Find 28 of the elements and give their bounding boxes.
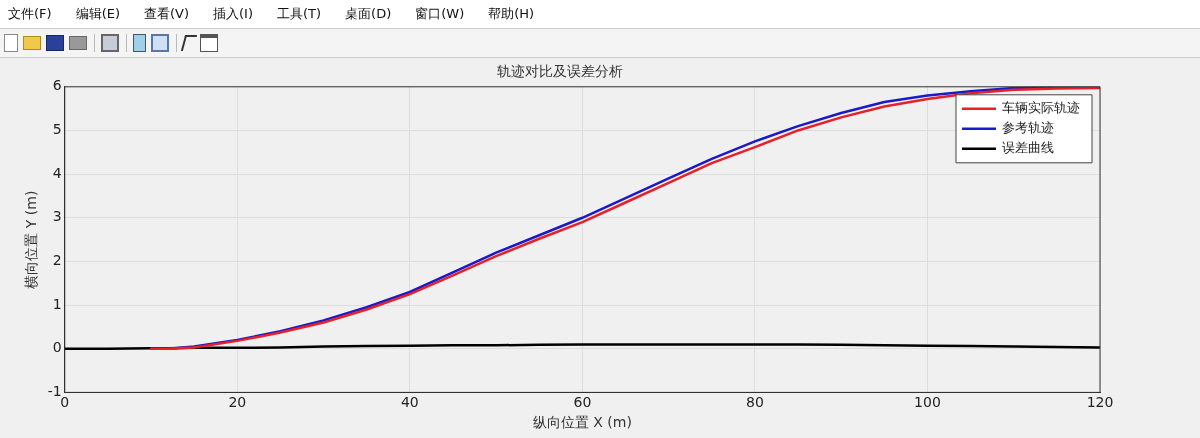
chart-title: 轨迹对比及误差分析 [497,63,623,80]
x-tick-label: 120 [1086,394,1114,411]
text: 编辑(E) [75,5,120,23]
legend-label: 车辆实际轨迹 [1002,100,1080,116]
y-axis-title: 横向位置 Y (m) [23,190,40,289]
text: 工具(T) [277,5,322,23]
text: 窗口(W) [415,5,465,23]
text: 文件(F) [8,5,52,23]
legend-label: 误差曲线 [1002,140,1054,156]
x-axis-title: 纵向位置 X (m) [532,414,632,431]
y-tick-label: 5 [52,121,62,138]
y-tick-label: 2 [52,252,62,269]
y-tick-label: 3 [52,208,62,225]
x-tick-label: 100 [914,394,941,411]
x-tick-label: 60 [573,394,592,411]
x-tick-label: 20 [228,394,247,411]
y-tick-label: -1 [47,383,62,400]
text: 查看(V) [143,5,190,23]
y-tick-label: 1 [52,295,62,312]
legend-label: 参考轨迹 [1002,120,1054,136]
text: 插入(I) [213,5,254,23]
text: 桌面(D) [345,5,392,23]
y-tick-label: 6 [52,77,62,94]
y-tick-label: 0 [52,339,62,356]
text: 帮助(H) [488,5,535,23]
y-tick-label: 4 [52,164,62,181]
x-tick-label: 40 [400,394,419,411]
x-tick-label: 80 [746,394,764,411]
